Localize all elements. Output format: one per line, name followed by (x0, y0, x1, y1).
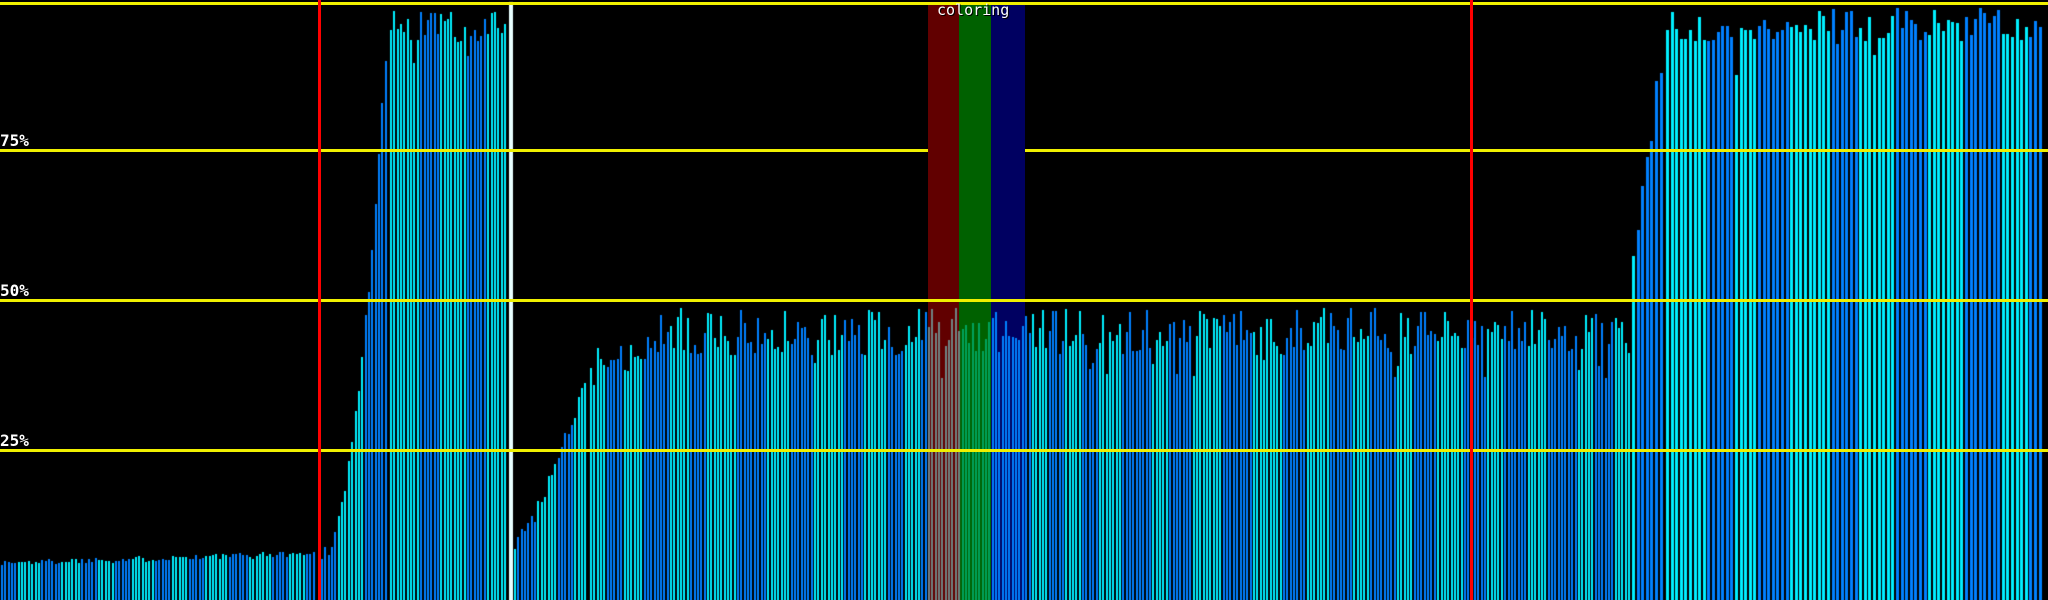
marker-line-left (318, 0, 321, 600)
y-tick-50: 50% (0, 281, 29, 300)
y-tick-75: 75% (0, 131, 29, 150)
coloring-label: coloring (937, 1, 1010, 19)
marker-line-right (1470, 0, 1473, 600)
y-tick-25: 25% (0, 431, 29, 450)
